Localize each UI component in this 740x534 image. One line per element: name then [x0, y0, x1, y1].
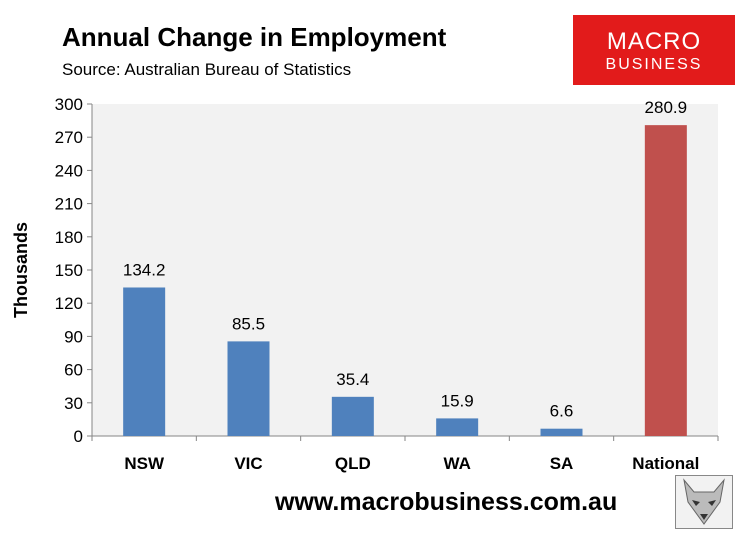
data-label: 134.2 [123, 260, 166, 279]
bar [540, 428, 583, 436]
bar [331, 396, 374, 436]
data-label: 35.4 [336, 370, 369, 389]
y-axis: 0 30 60 90 120 150 180 210 240 270 300 [55, 95, 93, 446]
y-axis-label: Thousands [11, 222, 31, 318]
x-tick-label: QLD [335, 454, 371, 473]
logo-line-1: MACRO [606, 28, 702, 55]
y-tick-label: 150 [55, 261, 83, 280]
bar [436, 418, 479, 436]
data-label: 280.9 [645, 98, 688, 117]
data-label: 85.5 [232, 314, 265, 333]
bar [123, 287, 166, 436]
x-tick-label: NSW [124, 454, 165, 473]
y-tick-label: 60 [64, 361, 83, 380]
bar [227, 341, 270, 436]
y-tick-label: 30 [64, 394, 83, 413]
x-tick-label: WA [443, 454, 470, 473]
y-tick-label: 90 [64, 327, 83, 346]
data-labels: 134.2 85.5 35.4 15.9 6.6 280.9 [123, 98, 687, 421]
y-tick-label: 210 [55, 195, 83, 214]
chart-subtitle: Source: Australian Bureau of Statistics [62, 60, 352, 79]
y-tick-label: 300 [55, 95, 83, 114]
bars [123, 125, 687, 437]
wolf-logo-icon [675, 475, 733, 529]
data-label: 6.6 [550, 402, 574, 421]
y-tick-label: 180 [55, 228, 83, 247]
logo-line-2: BUSINESS [605, 56, 703, 73]
y-tick-label: 240 [55, 161, 83, 180]
x-tick-label: National [632, 454, 699, 473]
x-axis: NSW VIC QLD WA SA National [91, 435, 719, 473]
chart-title: Annual Change in Employment [62, 22, 447, 52]
x-tick-label: SA [550, 454, 574, 473]
macrobusiness-logo: MACRO BUSINESS [573, 15, 735, 85]
y-tick-label: 0 [74, 427, 83, 446]
bar [644, 125, 687, 437]
data-label: 15.9 [441, 391, 474, 410]
plot-area [92, 104, 718, 436]
website-url: www.macrobusiness.com.au [275, 488, 618, 516]
x-tick-label: VIC [234, 454, 262, 473]
y-tick-label: 270 [55, 128, 83, 147]
y-tick-label: 120 [55, 294, 83, 313]
